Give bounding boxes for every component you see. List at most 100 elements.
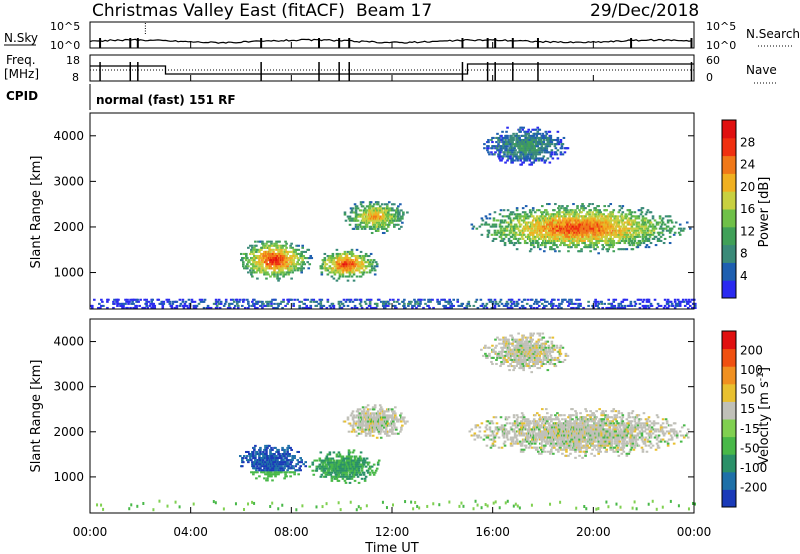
power-cell [548,239,551,242]
power-cell [506,221,510,224]
power-cell [278,240,281,243]
power-cell [515,207,519,210]
power-cell [146,306,149,309]
power-cell [369,205,373,208]
power-cell [515,141,518,144]
power-cell [383,209,387,212]
velocity-cell [287,444,290,447]
power-cell [670,302,674,305]
power-cell [544,159,548,162]
velocity-cell [271,479,274,482]
power-cell [528,239,532,242]
power-cell [566,221,569,224]
power-cell [633,219,637,222]
power-cell [597,252,600,255]
power-cell [522,217,526,220]
power-cell [270,242,273,245]
power-cell [518,241,522,245]
power-cell [600,219,603,222]
power-cell [248,259,251,262]
power-cell [246,298,249,301]
velocity-cell [324,463,328,466]
power-cell [331,302,335,305]
power-cell [198,298,202,301]
velocity-cell [265,448,268,451]
power-cell [350,306,354,309]
power-cell [377,298,381,301]
velocity-cell [276,469,279,472]
power-cell [232,306,236,309]
power-cell [516,143,519,146]
power-cell [507,149,510,152]
power-cell [650,304,654,307]
power-cell [688,304,692,307]
power-cell [627,241,631,245]
velocity-cell [281,463,284,466]
power-cell [529,248,533,251]
power-cell [489,300,493,303]
power-cell [407,302,410,305]
power-cell [442,304,445,307]
velocity-cell [291,459,294,462]
power-cell [678,233,682,236]
velocity-cell [332,475,336,478]
velocity-cell [335,477,339,480]
power-cell [385,229,389,232]
power-cell [359,209,363,212]
velocity-cell [277,473,280,476]
power-cell [513,213,517,216]
velocity-cell [349,414,353,417]
power-cell [493,211,497,214]
velocity-cell [245,457,248,460]
velocity-cell [300,461,303,464]
power-cell [564,209,567,212]
power-cell [553,237,556,240]
power-cell [540,213,544,216]
power-cell [519,130,522,133]
power-cell [511,157,514,160]
power-cell [285,254,288,258]
power-cell [541,239,545,242]
power-cell [537,217,541,220]
power-cell [540,159,544,162]
velocity-cell [327,469,331,472]
power-cell [375,265,379,268]
power-cell [513,145,516,148]
velocity-cell [286,461,289,464]
power-cell [291,250,294,253]
power-cell [599,211,602,214]
power-cell [548,302,551,305]
power-cell [543,161,547,164]
velocity-cell [296,459,299,462]
power-cell [247,300,250,303]
power-cell [393,209,396,212]
power-cell [170,306,174,309]
power-cell [616,217,620,220]
power-cell [492,217,496,220]
power-cell [403,304,406,307]
power-cell [247,265,250,268]
velocity-cell [343,479,347,482]
power-cell [395,223,398,226]
power-cell [656,302,660,305]
power-cell [652,229,656,232]
velocity-cell [277,448,280,451]
power-cell [282,244,285,247]
power-cell [588,215,591,218]
power-cell [608,213,612,216]
velocity-cell [280,467,283,470]
power-cell [249,244,252,247]
velocity-cell [332,461,336,464]
power-cell [631,235,635,238]
power-cell [348,223,352,226]
power-cell [562,215,565,218]
power-cell [335,248,339,251]
power-cell [561,300,564,303]
power-cell [616,241,620,245]
power-cell [323,261,327,264]
colorbar-tick-label: 12 [740,224,755,238]
power-cell [279,302,282,305]
power-cell [197,302,201,305]
velocity-cell [318,463,322,466]
